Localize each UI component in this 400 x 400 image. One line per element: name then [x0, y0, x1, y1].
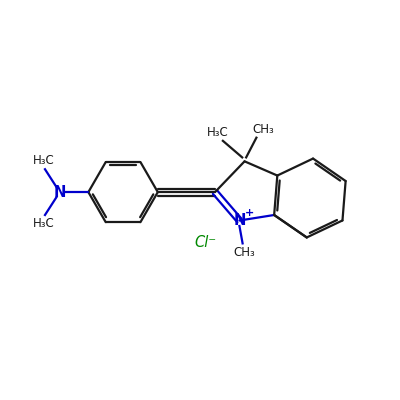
Text: H₃C: H₃C — [207, 126, 229, 140]
Text: N: N — [54, 185, 66, 200]
Text: H₃C: H₃C — [32, 217, 54, 230]
Text: CH₃: CH₃ — [253, 123, 274, 136]
Text: H₃C: H₃C — [32, 154, 54, 168]
Text: N: N — [234, 213, 246, 228]
Text: +: + — [245, 208, 254, 218]
Text: CH₃: CH₃ — [233, 246, 255, 258]
Text: Cl⁻: Cl⁻ — [195, 235, 217, 250]
